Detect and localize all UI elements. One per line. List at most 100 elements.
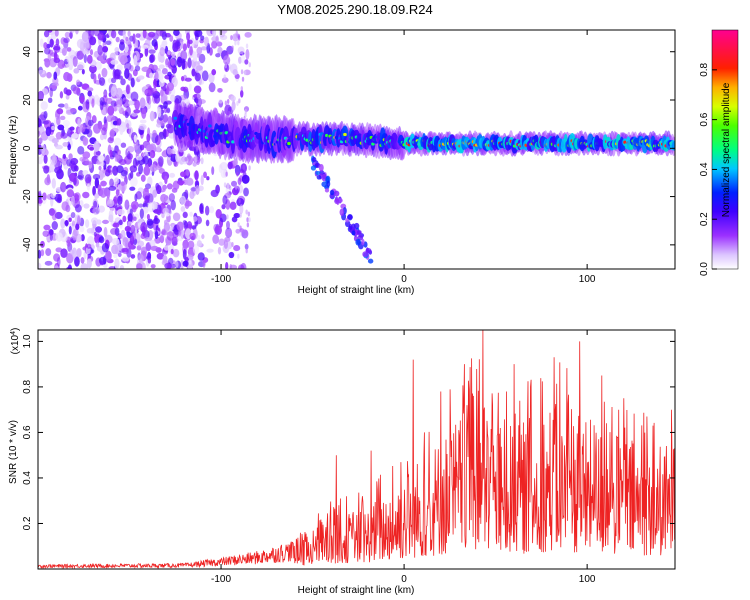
noise-blob — [153, 79, 157, 89]
noise-blob — [38, 156, 43, 165]
noise-blob — [38, 137, 43, 144]
noise-blob — [180, 206, 186, 212]
colorbar-ticks: 0.0 0.2 0.4 0.6 0.8 — [699, 62, 717, 276]
noise-blob — [125, 36, 129, 42]
noise-blob — [62, 153, 67, 159]
noise-blob — [93, 231, 97, 237]
noise-blob — [80, 257, 85, 264]
noise-blob — [99, 96, 105, 106]
noise-blob — [101, 242, 109, 253]
branch-blob — [362, 251, 369, 258]
noise-blob — [65, 94, 70, 100]
noise-blob — [136, 263, 143, 269]
noise-blob — [69, 108, 76, 113]
noise-blob — [187, 259, 193, 269]
noise-blob — [97, 44, 104, 56]
noise-blob — [244, 108, 248, 114]
noise-blob — [245, 49, 250, 60]
noise-blob — [96, 219, 102, 225]
noise-blob — [138, 123, 147, 131]
noise-blob — [150, 264, 156, 269]
noise-blob — [141, 226, 146, 237]
noise-blob — [100, 173, 106, 178]
signal-peak — [287, 141, 291, 146]
noise-blob — [77, 105, 83, 111]
noise-blob — [122, 30, 127, 39]
noise-blob — [161, 212, 165, 219]
noise-blob — [86, 258, 92, 269]
snr-multiplier-close: ) — [10, 328, 21, 331]
snr-multiplier-exp: 4 — [10, 331, 17, 335]
noise-blob — [187, 57, 192, 69]
noise-blob — [246, 217, 249, 223]
noise-blob — [95, 242, 100, 248]
noise-blob — [164, 195, 169, 201]
noise-blob — [138, 163, 144, 175]
noise-blob — [124, 225, 132, 232]
noise-blob — [191, 68, 196, 77]
noise-blob — [53, 71, 58, 81]
noise-blob — [241, 76, 245, 82]
noise-blob — [79, 95, 85, 103]
noise-blob — [54, 265, 59, 269]
noise-blob — [156, 252, 165, 260]
noise-blob — [105, 97, 113, 105]
noise-blob — [189, 211, 193, 217]
noise-blob — [234, 34, 237, 40]
noise-blob — [101, 67, 108, 78]
signal-core — [671, 141, 675, 151]
noise-blob — [105, 154, 110, 165]
noise-blob — [38, 262, 42, 269]
branch-blob — [324, 188, 330, 193]
branch-blob — [326, 180, 331, 188]
noise-blob — [172, 248, 180, 258]
noise-blob — [161, 40, 168, 47]
noise-blob — [162, 184, 168, 190]
noise-blob — [130, 254, 136, 259]
noise-blob — [189, 232, 196, 240]
noise-blob — [140, 174, 146, 182]
noise-blob — [66, 239, 71, 247]
noise-blob — [194, 72, 201, 82]
y-tick-label: 0.4 — [22, 471, 33, 485]
noise-blob — [49, 87, 53, 98]
spectrogram-noise-field — [38, 30, 252, 269]
noise-blob — [69, 172, 77, 183]
noise-blob — [113, 51, 119, 56]
noise-blob — [133, 141, 139, 151]
y-tick-label: 20 — [22, 94, 33, 106]
noise-blob — [245, 248, 248, 254]
noise-blob — [115, 87, 123, 99]
noise-blob — [201, 70, 209, 82]
noise-blob — [109, 149, 113, 158]
noise-blob — [64, 103, 69, 109]
noise-blob — [118, 219, 123, 226]
noise-blob — [55, 232, 63, 242]
noise-blob — [245, 43, 249, 49]
noise-blob — [51, 178, 56, 189]
noise-blob — [215, 208, 222, 219]
noise-blob — [106, 189, 111, 199]
noise-blob — [137, 75, 145, 80]
noise-blob — [60, 248, 68, 258]
noise-blob — [114, 153, 118, 162]
noise-blob — [54, 30, 59, 37]
noise-blob — [167, 124, 175, 134]
noise-blob — [148, 31, 156, 38]
noise-blob — [92, 207, 101, 215]
snr-y-label: SNR (10 * v/v) — [8, 420, 19, 484]
noise-blob — [197, 252, 205, 261]
noise-blob — [63, 71, 71, 82]
noise-blob — [60, 181, 67, 193]
noise-blob — [108, 185, 117, 191]
noise-blob — [144, 187, 149, 193]
noise-blob — [215, 184, 220, 194]
noise-blob — [175, 153, 180, 162]
noise-blob — [152, 129, 157, 138]
noise-blob — [49, 38, 54, 48]
noise-blob — [229, 264, 232, 269]
noise-blob — [170, 248, 174, 255]
noise-blob — [98, 165, 102, 171]
noise-blob — [122, 237, 129, 247]
noise-blob — [59, 115, 66, 121]
